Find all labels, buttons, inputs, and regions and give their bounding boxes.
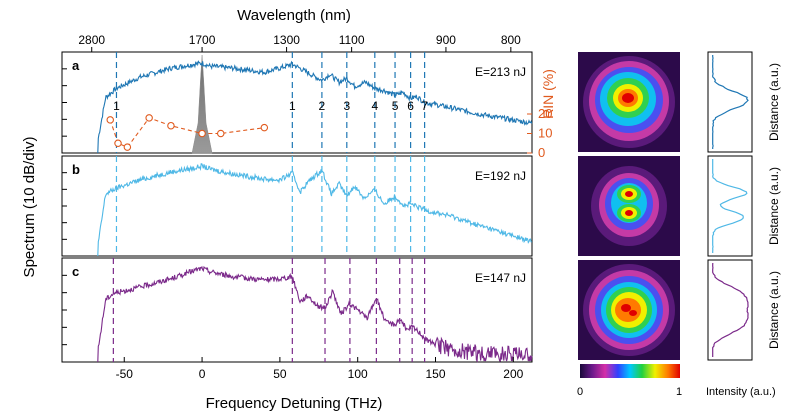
panel-b: b E=192 nJ <box>61 155 533 257</box>
rin-tick-label: 10 <box>538 126 552 141</box>
profile-line-a <box>712 55 749 149</box>
frequency-tick-label: 50 <box>273 367 287 381</box>
wavelength-tick-label: 1300 <box>273 33 300 47</box>
panel-frame-b <box>61 155 533 257</box>
rin-point <box>167 121 175 130</box>
rin-point <box>260 123 269 132</box>
profile-frame <box>707 259 753 361</box>
marker-label: 7 <box>421 99 428 113</box>
frequency-tick-label: 150 <box>425 367 445 381</box>
wavelength-tick-label: 900 <box>436 33 456 47</box>
spectrum-line-b <box>97 163 532 257</box>
rin-point <box>123 143 132 151</box>
panel-c: c E=147 nJ <box>61 257 533 363</box>
distance-axis-title: Distance (a.u.) <box>767 63 781 141</box>
distance-axis-title: Distance (a.u.) <box>767 271 781 349</box>
wavelength-tick-label: 2800 <box>78 33 105 47</box>
bottom-axis-title: Frequency Detuning (THz) <box>206 395 383 412</box>
rin-point <box>216 129 225 138</box>
beam-profiles <box>578 52 680 360</box>
panel-frame-c <box>61 257 533 363</box>
marker-label: 1 <box>113 99 120 113</box>
wavelength-tick-label: 800 <box>501 33 521 47</box>
rin-point <box>106 116 114 124</box>
marker-label: 1 <box>289 99 296 113</box>
panel-letter-a: a <box>72 58 80 73</box>
spectrum-line-a <box>97 60 533 154</box>
intensity-label: Intensity (a.u.) <box>706 386 776 398</box>
wavelength-tick-label: 1700 <box>189 33 216 47</box>
colorbar-min-label: 0 <box>577 386 583 398</box>
rin-point <box>198 129 206 138</box>
panel-letter-b: b <box>72 162 80 177</box>
marker-label: 3 <box>343 99 350 113</box>
energy-label-a: E=213 nJ <box>475 65 526 79</box>
rin-axis-title: RIN (%) <box>540 69 556 119</box>
frequency-tick-label: 0 <box>199 367 206 381</box>
profile-frame <box>707 51 753 153</box>
profile-frame <box>707 155 753 257</box>
frequency-tick-label: 100 <box>348 367 368 381</box>
frequency-tick-label: -50 <box>116 367 134 381</box>
marker-label: 5 <box>392 99 399 113</box>
profile-line-b <box>712 159 748 253</box>
panel-letter-c: c <box>72 264 79 279</box>
profile-panel-a: Distance (a.u.) <box>707 51 781 153</box>
marker-label: 2 <box>319 99 326 113</box>
rin-tick-label: 0 <box>538 145 545 160</box>
pump-peak <box>191 54 213 154</box>
beam-profile-c <box>578 260 680 360</box>
panel-a: a E=213 nJ 1 1 2 3 4 5 6 7 <box>61 51 533 154</box>
rin-line <box>109 117 265 148</box>
top-axis-title: Wavelength (nm) <box>237 7 351 24</box>
beam-profile-b <box>578 156 680 256</box>
profile-line-c <box>712 262 749 357</box>
colorbar-max-label: 1 <box>676 386 682 398</box>
rin-point <box>114 139 122 148</box>
marker-label: 6 <box>407 99 414 113</box>
rin-point <box>145 114 153 122</box>
colorbar <box>580 364 680 378</box>
left-axis-title: Spectrum (10 dB/div) <box>21 137 38 278</box>
rin-tick-label: 20 <box>538 106 552 121</box>
marker-label: 4 <box>371 99 378 113</box>
energy-label-b: E=192 nJ <box>475 169 526 183</box>
distance-axis-title: Distance (a.u.) <box>767 167 781 245</box>
beam-profile-a <box>578 52 680 152</box>
energy-label-c: E=147 nJ <box>475 271 526 285</box>
profile-panel-b: Distance (a.u.) <box>707 155 781 257</box>
line-profiles: Distance (a.u.) Distance (a.u.) Distance (… <box>707 51 781 361</box>
spectra-plots: a E=213 nJ 1 1 2 3 4 5 6 7 b E=192 nJ c E=147 nJ <box>61 51 533 363</box>
wavelength-axis: 2800 1700 1300 1100 900 800 <box>78 33 521 52</box>
frequency-axis: -50 0 50 100 150 200 <box>116 357 524 381</box>
wavelength-tick-label: 1100 <box>339 33 365 47</box>
profile-panel-c: Distance (a.u.) <box>707 259 781 361</box>
frequency-tick-label: 200 <box>503 367 523 381</box>
spectrum-line-c <box>97 265 533 363</box>
